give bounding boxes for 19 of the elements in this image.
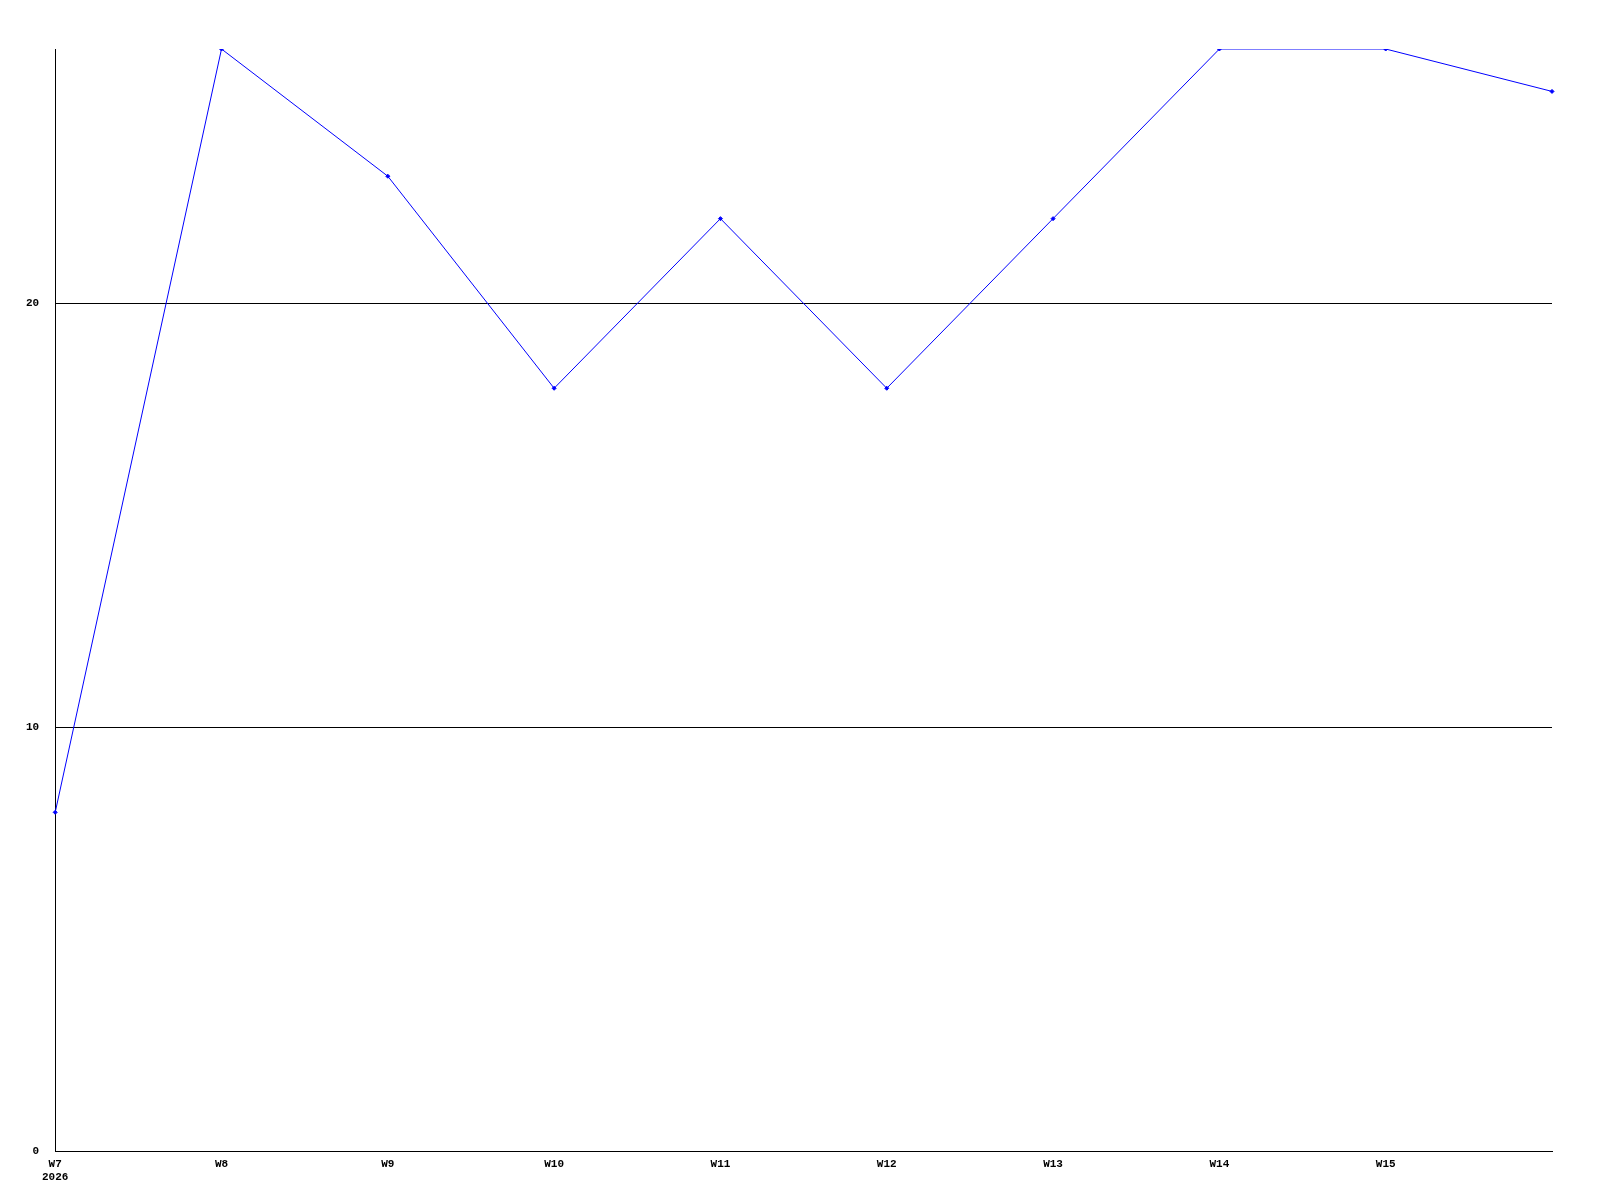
x-tick-label: W11 [710, 1157, 731, 1170]
x-tick-label: W12 [876, 1157, 897, 1170]
point [884, 385, 890, 391]
point [551, 385, 557, 391]
x-tick-label: W13 [1043, 1157, 1064, 1170]
y-tick-label: 0 [32, 1145, 40, 1158]
point [1549, 88, 1555, 94]
x-tick-label: W9 [381, 1157, 395, 1170]
point [1050, 216, 1056, 222]
x-tick-label: W8 [214, 1157, 229, 1170]
point [385, 173, 391, 179]
point [717, 216, 723, 222]
point [52, 809, 58, 815]
y-tick-label: 20 [26, 297, 40, 310]
y-tick-label: 10 [26, 721, 40, 734]
x-tick-label: W14 [1209, 1157, 1230, 1170]
x-tick-label: W15 [1375, 1157, 1396, 1170]
x-tick-label: W10 [544, 1157, 565, 1170]
x-tick-label: W7 2026 [42, 1157, 69, 1184]
